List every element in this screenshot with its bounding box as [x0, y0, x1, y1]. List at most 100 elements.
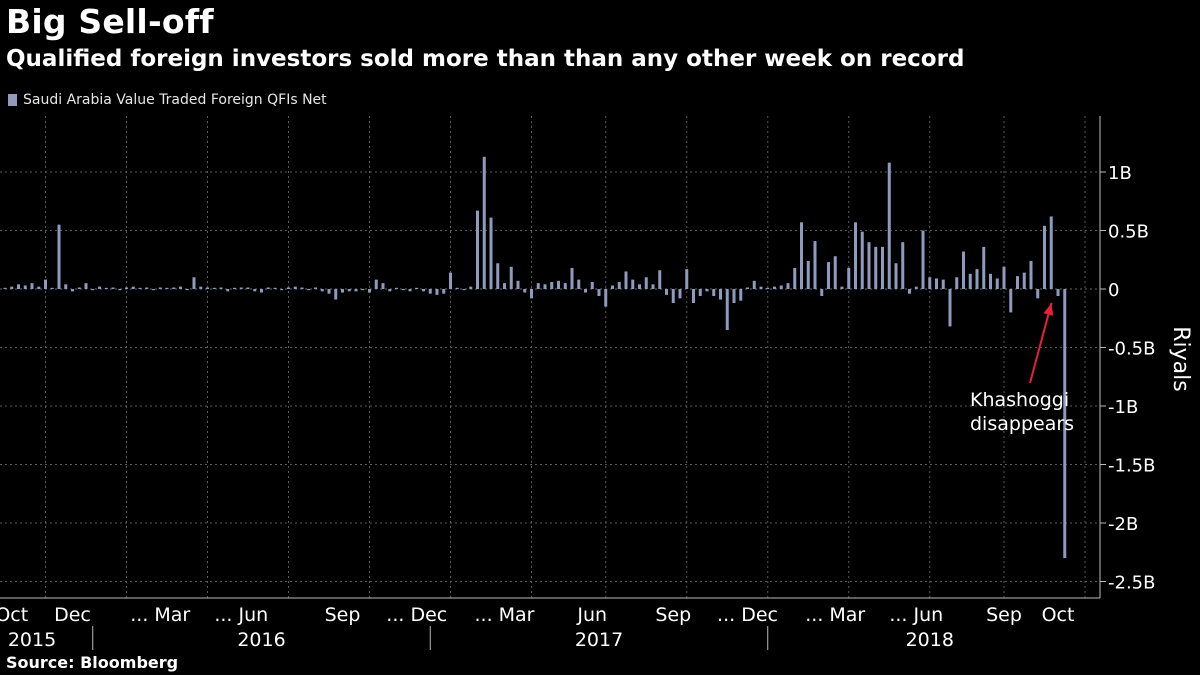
- bar: [1049, 216, 1053, 289]
- bar: [1056, 289, 1060, 297]
- bar: [577, 279, 581, 289]
- chart-subtitle: Qualified foreign investors sold more th…: [6, 46, 965, 72]
- x-month-label: ... Mar: [805, 604, 865, 626]
- bar: [435, 289, 439, 295]
- bar: [995, 278, 999, 289]
- chart-title: Big Sell-off: [6, 2, 214, 41]
- bar: [23, 285, 27, 289]
- bar: [530, 289, 533, 299]
- bar: [584, 289, 587, 293]
- bar: [631, 279, 635, 289]
- bar: [786, 283, 790, 289]
- bar: [476, 210, 479, 289]
- bar: [449, 272, 452, 289]
- bar: [152, 289, 155, 291]
- bar: [212, 287, 216, 289]
- bar: [611, 285, 614, 289]
- bar: [779, 285, 783, 289]
- annotation-text: disappears: [970, 413, 1074, 435]
- bar: [604, 289, 608, 307]
- bar: [685, 269, 689, 289]
- bar: [671, 289, 675, 304]
- bar: [131, 286, 135, 289]
- bar: [98, 286, 101, 289]
- x-month-label: ... Jun: [889, 604, 943, 626]
- bar: [739, 289, 743, 301]
- bar: [361, 289, 365, 291]
- bar: [827, 262, 830, 289]
- bar: [725, 289, 729, 330]
- bar: [624, 271, 628, 289]
- x-month-label: ... Mar: [474, 604, 534, 626]
- bar: [854, 222, 857, 289]
- x-month-label: Oct: [0, 604, 28, 626]
- legend-label: Saudi Arabia Value Traded Foreign QFIs N…: [23, 92, 327, 108]
- bar: [1009, 289, 1013, 313]
- bar: [962, 251, 965, 289]
- bar: [881, 246, 884, 289]
- bar: [280, 289, 284, 291]
- bar: [975, 269, 979, 289]
- bar: [145, 287, 149, 289]
- x-month-label: ... Dec: [717, 604, 778, 626]
- bar: [44, 279, 47, 289]
- bar: [415, 287, 419, 289]
- x-month-label: ... Jun: [214, 604, 268, 626]
- bar: [314, 287, 317, 289]
- bar: [219, 287, 223, 289]
- bar: [860, 231, 864, 289]
- bar: [30, 283, 34, 289]
- bar: [800, 222, 803, 289]
- bar: [266, 287, 270, 289]
- bar: [921, 230, 925, 289]
- annotation-arrowhead: [1043, 303, 1054, 316]
- bar: [955, 277, 959, 289]
- x-year-label: 2016: [237, 629, 285, 651]
- x-month-label: ... Dec: [386, 604, 447, 626]
- bar: [563, 283, 567, 289]
- bar: [806, 260, 810, 289]
- y-tick-label: 0: [1108, 280, 1119, 301]
- bar: [64, 284, 68, 289]
- x-month-label: Dec: [54, 604, 91, 626]
- bar: [941, 279, 945, 289]
- x-month-label: Oct: [1042, 604, 1075, 626]
- bar: [422, 289, 425, 292]
- bar: [165, 287, 169, 289]
- x-month-label: Jun: [576, 604, 607, 626]
- y-tick-label: -1.5B: [1108, 456, 1155, 477]
- bar: [307, 289, 311, 291]
- bar: [368, 289, 371, 293]
- grid-layer: [0, 116, 1100, 598]
- x-month-label: Sep: [325, 604, 361, 626]
- bar: [172, 287, 176, 289]
- bar: [125, 287, 128, 289]
- bar: [550, 281, 554, 289]
- bar: [719, 289, 722, 300]
- bar: [192, 277, 196, 289]
- y-tick-label: -1B: [1108, 397, 1138, 418]
- bar: [273, 287, 277, 289]
- bar: [233, 287, 236, 289]
- bar: [557, 280, 560, 289]
- bar: [199, 286, 203, 289]
- bar: [320, 289, 324, 292]
- bar: [773, 286, 776, 289]
- legend-swatch: [8, 94, 17, 106]
- bar: [833, 256, 837, 289]
- bar: [1063, 289, 1067, 559]
- bar: [813, 241, 817, 289]
- bar: [644, 277, 648, 289]
- bar: [968, 273, 972, 289]
- y-axis-title: Riyals: [1168, 326, 1193, 391]
- bar: [523, 289, 527, 293]
- bar: [253, 289, 257, 292]
- bar: [104, 287, 108, 289]
- bar: [989, 273, 992, 289]
- bar: [928, 277, 932, 289]
- bar: [935, 278, 938, 289]
- bar: [37, 286, 41, 289]
- bar: [179, 286, 182, 289]
